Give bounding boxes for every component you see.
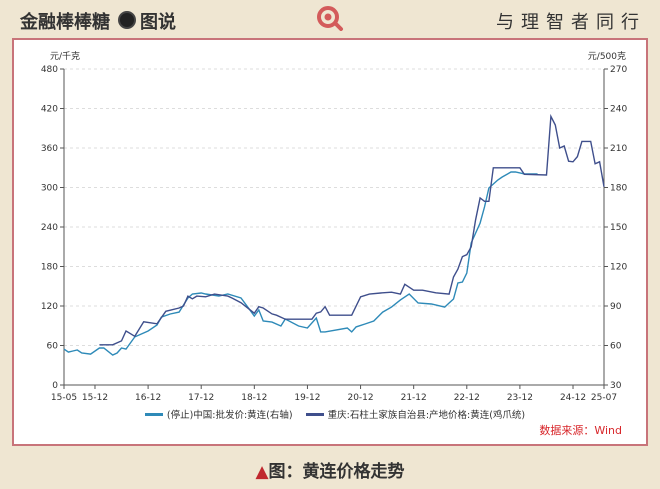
y-right-tick-label: 180 — [610, 184, 627, 194]
chart-frame — [12, 38, 648, 446]
brand-header: 金融棒棒糖 图说 — [20, 8, 176, 34]
x-tick-label: 22-12 — [454, 393, 480, 403]
brand-name: 金融棒棒糖 — [20, 12, 110, 33]
series-line-2 — [99, 113, 605, 346]
x-tick-label: 18-12 — [241, 393, 267, 403]
y-right-tick-label: 150 — [610, 223, 627, 233]
y-left-tick-label: 0 — [52, 381, 58, 391]
figure-caption: ▲图：黄连价格走势 — [0, 457, 660, 482]
caption-text: 图：黄连价格走势 — [268, 462, 405, 482]
y-left-tick-label: 240 — [41, 223, 58, 233]
y-left-tick-label: 480 — [41, 65, 58, 75]
slogan: 与理智者同行 — [496, 12, 646, 33]
series-line-1 — [63, 171, 538, 356]
y-right-tick-label: 240 — [610, 105, 627, 115]
data-source: 数据来源：Wind — [539, 424, 622, 437]
x-tick-label: 20-12 — [347, 393, 373, 403]
x-tick-label: 15-12 — [82, 393, 108, 403]
y-left-tick-label: 420 — [41, 105, 58, 115]
y-left-unit-label: 元/千克 — [50, 51, 80, 62]
y-right-tick-label: 270 — [610, 65, 627, 75]
x-tick-label: 25-07 — [591, 393, 617, 403]
y-right-unit-label: 元/500克 — [588, 51, 626, 62]
x-tick-label: 17-12 — [188, 393, 214, 403]
y-right-tick-label: 30 — [610, 381, 622, 391]
y-right-tick-label: 210 — [610, 144, 627, 154]
y-left-tick-label: 60 — [47, 342, 59, 352]
y-left-tick-label: 120 — [41, 302, 58, 312]
legend: (停止)中国:批发价:黄连(右轴) 重庆:石柱土家族自治县:产地价格:黄连(鸡爪… — [0, 407, 660, 421]
y-right-tick-label: 90 — [610, 302, 622, 312]
section-name: 图说 — [140, 12, 176, 33]
legend-swatch-series1 — [144, 413, 163, 416]
triangle-icon: ▲ — [255, 462, 269, 482]
y-left-tick-label: 180 — [41, 263, 58, 273]
x-tick-label: 21-12 — [401, 393, 427, 403]
x-tick-label: 23-12 — [507, 393, 533, 403]
x-tick-label: 15-05 — [51, 393, 77, 403]
y-left-tick-label: 360 — [41, 144, 58, 154]
legend-label-series1: (停止)中国:批发价:黄连(右轴) — [166, 410, 293, 421]
x-tick-label: 24-12 — [560, 393, 586, 403]
legend-swatch-series2 — [305, 413, 324, 416]
y-left-tick-label: 300 — [41, 184, 58, 194]
x-tick-label: 19-12 — [294, 393, 320, 403]
x-tick-label: 16-12 — [135, 393, 161, 403]
circle-icon — [118, 11, 136, 29]
y-right-tick-label: 120 — [610, 263, 627, 273]
magnifier-icon — [317, 6, 343, 31]
legend-label-series2: 重庆:石柱土家族自治县:产地价格:黄连(鸡爪统) — [327, 410, 526, 421]
y-right-tick-label: 60 — [610, 342, 622, 352]
